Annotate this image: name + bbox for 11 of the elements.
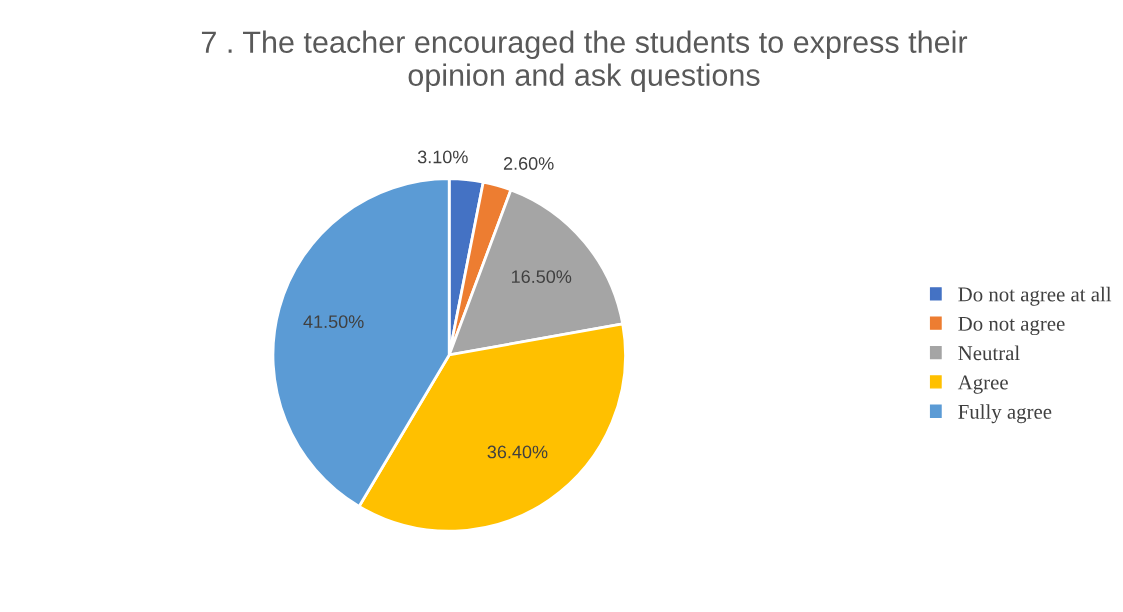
data-label: 36.40% bbox=[487, 445, 548, 459]
data-label: 2.60% bbox=[503, 157, 554, 170]
legend-label: Agree bbox=[957, 375, 1008, 394]
legend-label: Do not agree bbox=[958, 316, 1065, 336]
legend-label: Neutral bbox=[958, 345, 1020, 361]
legend-label: Do not agree at all bbox=[958, 286, 1112, 306]
chart-title: 7 . The teacher encouraged the students to express their opinion and ask questions bbox=[201, 30, 968, 92]
data-label: 16.50% bbox=[512, 270, 572, 284]
legend-label: Fully agree bbox=[958, 404, 1052, 424]
data-label: 3.10% bbox=[417, 150, 468, 164]
data-label: 41.50% bbox=[303, 315, 364, 329]
